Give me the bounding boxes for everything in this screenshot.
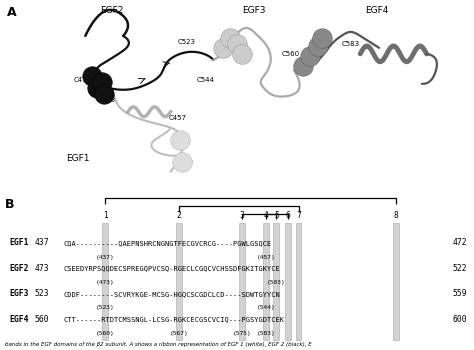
Point bbox=[319, 35, 326, 41]
Point bbox=[226, 35, 234, 41]
Text: 7: 7 bbox=[296, 211, 301, 220]
Bar bbox=[263, 223, 269, 340]
Point bbox=[233, 41, 241, 47]
Text: 1: 1 bbox=[103, 211, 108, 220]
Point bbox=[176, 137, 184, 142]
Text: bands in the EGF domains of the β2 subunit. A shows a ribbon representation of E: bands in the EGF domains of the β2 subun… bbox=[5, 342, 311, 347]
Point bbox=[89, 73, 96, 79]
Text: (575): (575) bbox=[232, 331, 251, 336]
Bar bbox=[239, 223, 245, 340]
Point bbox=[238, 51, 246, 57]
Text: 3: 3 bbox=[239, 211, 244, 220]
Point bbox=[179, 159, 186, 164]
Text: (457): (457) bbox=[256, 254, 275, 259]
Point bbox=[300, 63, 307, 69]
Text: EGF3: EGF3 bbox=[242, 6, 265, 15]
Text: B: B bbox=[5, 197, 14, 211]
Bar bbox=[176, 223, 182, 340]
Text: 472: 472 bbox=[453, 238, 467, 247]
Bar bbox=[393, 223, 399, 340]
Text: (544): (544) bbox=[256, 305, 275, 310]
Text: 437: 437 bbox=[34, 238, 49, 247]
Text: (473): (473) bbox=[96, 280, 115, 285]
Point bbox=[219, 45, 227, 51]
Text: 4: 4 bbox=[264, 211, 268, 220]
Text: EGF4: EGF4 bbox=[9, 315, 29, 324]
Text: 473: 473 bbox=[34, 264, 49, 273]
Text: 8: 8 bbox=[394, 211, 399, 220]
Text: C437: C437 bbox=[175, 161, 193, 167]
Text: 6: 6 bbox=[285, 211, 290, 220]
Point bbox=[307, 53, 314, 59]
Text: CQA----------QAEPNSHRCNGNGTFECGVCRCG----PGWLGSQCE: CQA----------QAEPNSHRCNGNGTFECGVCRCG----… bbox=[63, 240, 271, 246]
Point bbox=[98, 79, 106, 85]
Text: EGF3: EGF3 bbox=[9, 289, 29, 298]
Text: C457: C457 bbox=[168, 115, 186, 121]
Text: CDDF--------SCVRYKGE-MCSG-HGQCSCGDCLCD----SDWTGYYCN: CDDF--------SCVRYKGE-MCSG-HGQCSCGDCLCD--… bbox=[63, 291, 280, 297]
Text: 560: 560 bbox=[34, 315, 49, 324]
Text: C583: C583 bbox=[341, 41, 359, 47]
Text: EGF2: EGF2 bbox=[100, 6, 123, 15]
Point bbox=[314, 43, 321, 49]
Text: C560: C560 bbox=[282, 51, 300, 57]
Text: (503): (503) bbox=[267, 280, 286, 285]
Text: CSEEDYRPSQQDECSPREGQPVCSQ-RGECLCGQCVCHSSDFGKITGKYCE: CSEEDYRPSQQDECSPREGQPVCSQ-RGECLCGQCVCHSS… bbox=[63, 265, 280, 271]
Bar bbox=[273, 223, 279, 340]
Text: A: A bbox=[7, 6, 17, 19]
Text: (567): (567) bbox=[170, 331, 189, 336]
Text: EGF4: EGF4 bbox=[365, 6, 389, 15]
Text: (560): (560) bbox=[96, 331, 115, 336]
Bar bbox=[285, 223, 291, 340]
Text: 523: 523 bbox=[34, 289, 49, 298]
Bar bbox=[296, 223, 301, 340]
Text: (523): (523) bbox=[96, 305, 115, 310]
Text: EGF2: EGF2 bbox=[9, 264, 29, 273]
Text: 2: 2 bbox=[177, 211, 182, 220]
Point bbox=[100, 91, 108, 97]
Text: (583): (583) bbox=[256, 331, 275, 336]
Text: C523: C523 bbox=[178, 39, 196, 45]
Text: 559: 559 bbox=[453, 289, 467, 298]
Point bbox=[93, 85, 101, 91]
Text: C544: C544 bbox=[197, 77, 215, 83]
Text: CTT------RTDTCMSSNGL-LCSG-RGKCECGSCVCIQ---PGSYGDTCEK: CTT------RTDTCMSSNGL-LCSG-RGKCECGSCVCIQ-… bbox=[63, 316, 284, 322]
Bar bbox=[102, 223, 108, 340]
Text: 522: 522 bbox=[453, 264, 467, 273]
Text: EGF1: EGF1 bbox=[66, 154, 90, 163]
Text: C503: C503 bbox=[97, 97, 115, 103]
Text: 600: 600 bbox=[453, 315, 467, 324]
Text: 5: 5 bbox=[274, 211, 279, 220]
Text: EGF1: EGF1 bbox=[9, 238, 29, 247]
Text: C473: C473 bbox=[73, 77, 91, 83]
Text: (437): (437) bbox=[96, 254, 115, 259]
